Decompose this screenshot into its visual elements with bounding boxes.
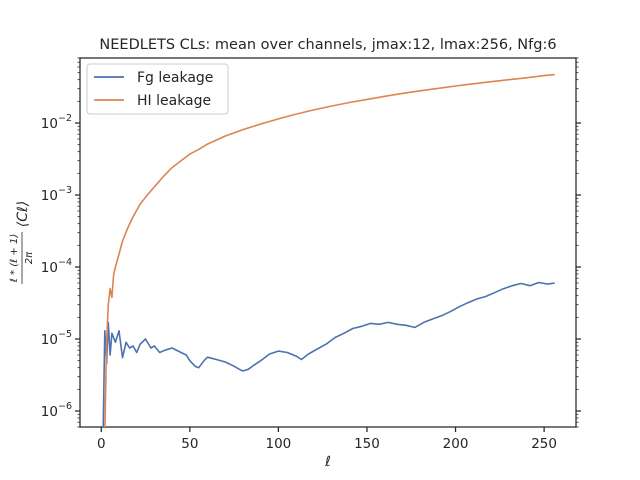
x-axis-label: ℓ: [324, 454, 331, 470]
y-tick-label-exponent: −6: [58, 401, 72, 412]
x-tick-label: 250: [531, 436, 557, 452]
x-tick-label: 200: [443, 436, 469, 452]
x-tick-label: 150: [354, 436, 380, 452]
y-tick-label-base: 10: [41, 116, 58, 132]
y-tick-label: 10−3: [41, 185, 72, 204]
y-tick-label-base: 10: [41, 188, 58, 204]
y-tick-label: 10−2: [41, 113, 72, 132]
series-line-hi-leakage: [104, 73, 555, 427]
x-tick-label: 0: [97, 436, 106, 452]
x-axis: 0 50 100 150 200 250: [97, 427, 557, 452]
y-tick-label: 10−4: [41, 257, 72, 276]
y-tick-label: 10−5: [41, 329, 72, 348]
y-axis-label-term: ⟨Cℓ⟩: [15, 201, 31, 227]
y-axis: 10−610−510−410−310−2: [41, 57, 581, 428]
y-tick-label: 10−6: [41, 401, 72, 420]
x-tick-label: 100: [266, 436, 292, 452]
x-tick-label: 50: [181, 436, 198, 452]
y-tick-label-exponent: −3: [58, 185, 72, 196]
y-axis-label-numerator: ℓ * (ℓ + 1): [9, 234, 20, 283]
y-axis-label-denominator: 2π: [24, 251, 35, 264]
legend-label: HI leakage: [137, 93, 211, 109]
plot-frame: [79, 57, 577, 428]
y-tick-label-base: 10: [41, 260, 58, 276]
y-tick-label-exponent: −2: [58, 113, 72, 124]
plot-area: [79, 57, 577, 428]
y-tick-label-exponent: −5: [58, 329, 72, 340]
y-axis-label: ℓ * (ℓ + 1) 2π ⟨Cℓ⟩: [9, 201, 35, 284]
y-tick-label-exponent: −4: [58, 257, 72, 268]
chart-title: NEEDLETS CLs: mean over channels, jmax:1…: [99, 37, 556, 53]
legend: Fg leakage HI leakage: [86, 63, 229, 115]
series-line-fg-leakage: [102, 281, 555, 427]
y-tick-label-base: 10: [41, 332, 58, 348]
y-tick-label-base: 10: [41, 404, 58, 420]
legend-label: Fg leakage: [137, 70, 213, 86]
series-layer: [102, 73, 555, 427]
